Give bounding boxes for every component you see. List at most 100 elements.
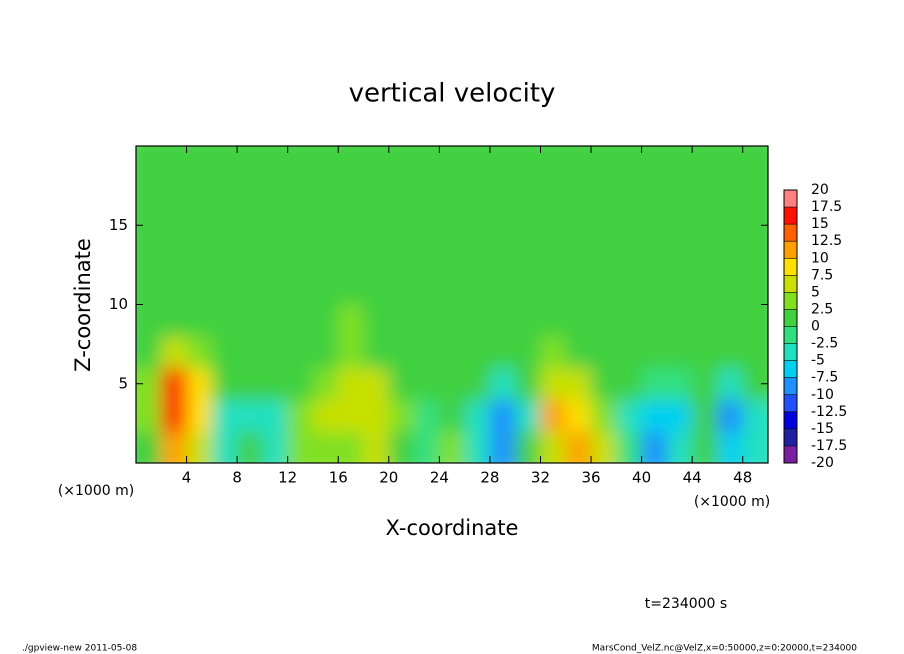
cell bbox=[363, 209, 390, 242]
x-tick-label: 44 bbox=[683, 469, 702, 487]
cell bbox=[161, 241, 188, 274]
cell bbox=[591, 146, 617, 179]
cell bbox=[540, 177, 567, 210]
footer-right: MarsCond_VelZ.nc@VelZ,x=0:50000,z=0:2000… bbox=[592, 644, 857, 654]
x-tick-label: 28 bbox=[480, 469, 499, 487]
cell bbox=[717, 431, 744, 463]
cell bbox=[540, 241, 567, 274]
cell bbox=[211, 367, 238, 401]
colorbar-label: -17.5 bbox=[811, 438, 847, 454]
cell bbox=[565, 367, 592, 401]
colorbar-label: 20 bbox=[811, 182, 829, 198]
cell bbox=[742, 241, 768, 274]
cell bbox=[591, 177, 617, 210]
cell bbox=[489, 367, 516, 401]
cell bbox=[565, 399, 592, 432]
time-label: t=234000 s bbox=[645, 596, 727, 612]
cell bbox=[388, 241, 415, 274]
cell bbox=[262, 367, 289, 401]
cell bbox=[136, 399, 162, 432]
cell bbox=[211, 336, 238, 369]
cell bbox=[136, 177, 162, 210]
cell bbox=[186, 367, 213, 401]
cell bbox=[161, 272, 188, 305]
cell bbox=[136, 304, 162, 337]
cell bbox=[641, 367, 668, 401]
cell bbox=[388, 209, 415, 242]
cell bbox=[641, 399, 668, 432]
colorbar-label: 15 bbox=[811, 216, 829, 232]
cell bbox=[262, 304, 289, 337]
cell bbox=[312, 336, 339, 369]
cell bbox=[666, 209, 693, 242]
cell bbox=[211, 304, 238, 337]
cell bbox=[717, 304, 744, 337]
cell bbox=[666, 367, 693, 401]
cell bbox=[186, 431, 213, 463]
cell bbox=[692, 399, 718, 432]
cell bbox=[464, 146, 491, 179]
x-tick-label: 16 bbox=[329, 469, 348, 487]
colorbar-swatch bbox=[784, 258, 797, 276]
cell bbox=[211, 209, 238, 242]
cell bbox=[616, 399, 643, 432]
colorbar-label: 12.5 bbox=[811, 233, 842, 249]
cell bbox=[439, 146, 466, 179]
cell bbox=[161, 367, 188, 401]
cell bbox=[237, 304, 263, 337]
cell bbox=[464, 209, 491, 242]
cell bbox=[439, 399, 466, 432]
cell bbox=[616, 367, 643, 401]
cell bbox=[262, 399, 289, 432]
cell bbox=[439, 272, 466, 305]
colorbar-label: 2.5 bbox=[811, 301, 833, 317]
cell bbox=[237, 431, 263, 463]
cell bbox=[641, 177, 668, 210]
colorbar-swatch bbox=[784, 241, 797, 259]
cell bbox=[287, 367, 314, 401]
cell bbox=[262, 177, 289, 210]
cell bbox=[540, 399, 567, 432]
y-tick-label: 5 bbox=[118, 374, 128, 392]
cell bbox=[363, 399, 390, 432]
cell bbox=[464, 431, 491, 463]
cell bbox=[591, 431, 617, 463]
colorbar-swatch bbox=[784, 224, 797, 242]
cell bbox=[363, 336, 390, 369]
cell bbox=[414, 367, 440, 401]
cell bbox=[388, 399, 415, 432]
cell bbox=[692, 177, 718, 210]
colorbar-swatch bbox=[784, 445, 797, 463]
cell bbox=[540, 146, 567, 179]
cell bbox=[616, 241, 643, 274]
cell bbox=[136, 431, 162, 463]
cell bbox=[565, 209, 592, 242]
cell bbox=[464, 367, 491, 401]
cell bbox=[717, 399, 744, 432]
colorbar-label: 17.5 bbox=[811, 199, 842, 215]
cell bbox=[489, 146, 516, 179]
cell bbox=[742, 146, 768, 179]
cell bbox=[287, 399, 314, 432]
colorbar-label: 5 bbox=[811, 284, 820, 300]
cell bbox=[338, 177, 365, 210]
cell bbox=[312, 177, 339, 210]
colorbar-label: -12.5 bbox=[811, 404, 847, 420]
cell bbox=[338, 146, 365, 179]
colorbar-label: 7.5 bbox=[811, 267, 833, 283]
x-unit-label: (×1000 m) bbox=[58, 483, 134, 499]
cell bbox=[186, 399, 213, 432]
cell bbox=[388, 367, 415, 401]
cell bbox=[666, 272, 693, 305]
cell bbox=[666, 241, 693, 274]
cell bbox=[237, 177, 263, 210]
cell bbox=[338, 431, 365, 463]
cell bbox=[666, 146, 693, 179]
cell bbox=[515, 272, 541, 305]
cell bbox=[262, 241, 289, 274]
cell bbox=[616, 177, 643, 210]
cell bbox=[489, 304, 516, 337]
cell bbox=[363, 146, 390, 179]
cell bbox=[363, 177, 390, 210]
cell bbox=[237, 272, 263, 305]
